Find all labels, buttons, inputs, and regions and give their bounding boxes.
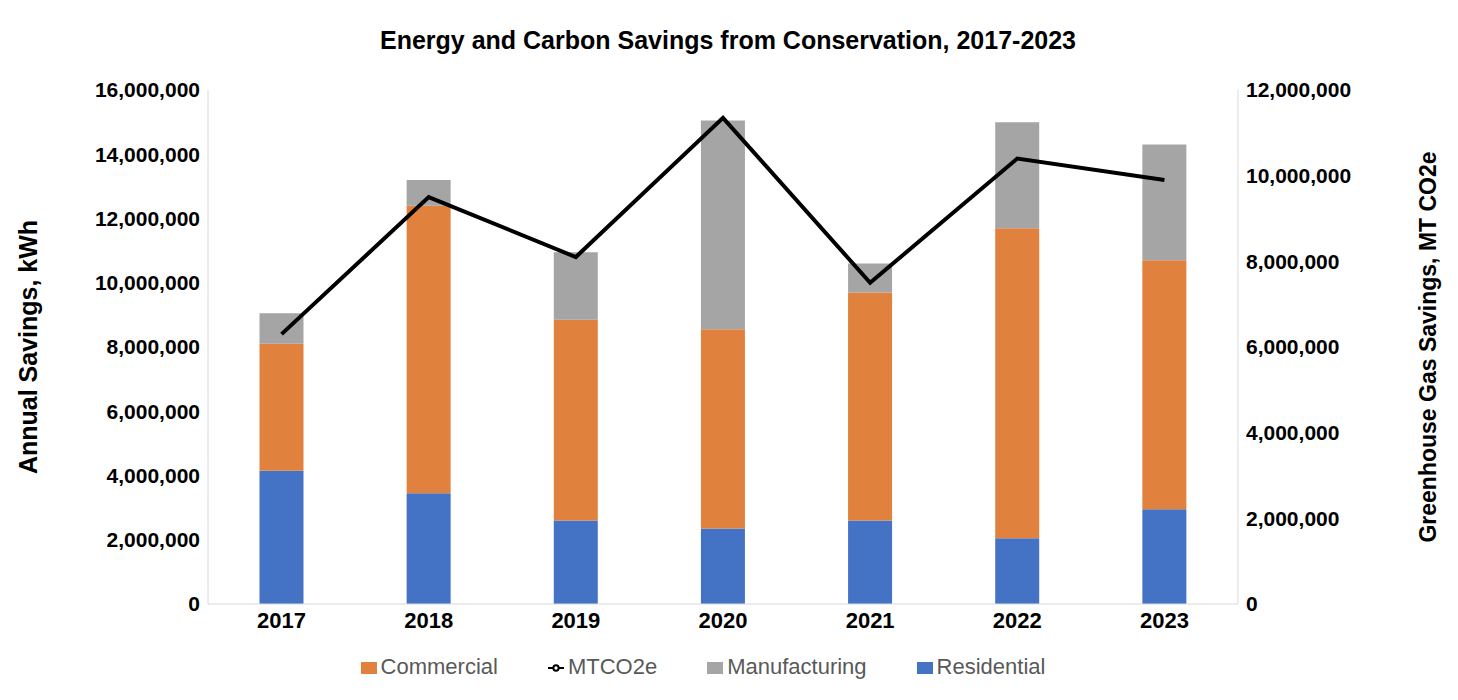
svg-text:12,000,000: 12,000,000	[95, 207, 200, 230]
svg-text:0: 0	[188, 592, 200, 615]
svg-text:Greenhouse Gas Savings, MT CO2: Greenhouse Gas Savings, MT CO2e	[1415, 151, 1441, 542]
svg-text:2,000,000: 2,000,000	[107, 528, 200, 551]
html-text:Manufacturing: Manufacturing	[727, 654, 867, 679]
svg-text:14,000,000: 14,000,000	[95, 143, 200, 166]
svg-text:2021: 2021	[846, 608, 895, 633]
svg-text:16,000,000: 16,000,000	[95, 78, 200, 101]
svg-text:2018: 2018	[404, 608, 453, 633]
svg-text:6,000,000: 6,000,000	[107, 400, 200, 423]
svg-text:10,000,000: 10,000,000	[1246, 164, 1351, 187]
svg-text:4,000,000: 4,000,000	[1246, 421, 1339, 444]
svg-text:2017: 2017	[257, 608, 306, 633]
html-text:Commercial: Commercial	[380, 654, 498, 679]
svg-text:6,000,000: 6,000,000	[1246, 335, 1339, 358]
svg-text:2020: 2020	[699, 608, 748, 633]
html-text:Energy and Carbon Savings from: Energy and Carbon Savings from Conservat…	[380, 26, 1076, 54]
svg-text:Annual Savings, kWh: Annual Savings, kWh	[14, 220, 42, 474]
svg-text:8,000,000: 8,000,000	[107, 335, 200, 358]
html-text:MTCO2e: MTCO2e	[567, 654, 658, 679]
svg-text:12,000,000: 12,000,000	[1246, 78, 1351, 101]
svg-text:2023: 2023	[1140, 608, 1189, 633]
svg-text:0: 0	[1246, 592, 1258, 615]
svg-text:4,000,000: 4,000,000	[107, 464, 200, 487]
svg-text:8,000,000: 8,000,000	[1246, 250, 1339, 273]
svg-text:2,000,000: 2,000,000	[1246, 507, 1339, 530]
html-text:Residential: Residential	[936, 654, 1046, 679]
svg-text:10,000,000: 10,000,000	[95, 271, 200, 294]
svg-text:2022: 2022	[993, 608, 1042, 633]
svg-text:2019: 2019	[551, 608, 600, 633]
